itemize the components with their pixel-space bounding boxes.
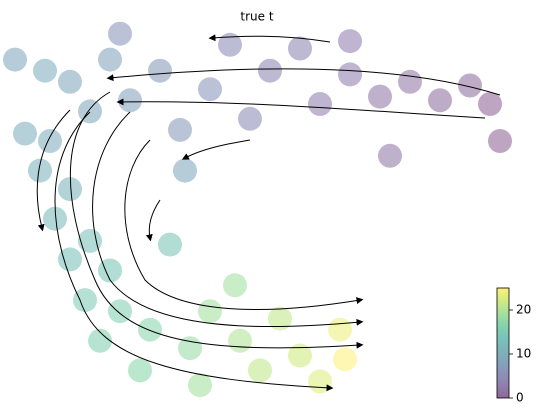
point [38, 129, 62, 153]
point [338, 62, 362, 87]
point [3, 47, 27, 72]
point [28, 158, 52, 183]
chart-title: true t [240, 10, 273, 24]
point [248, 358, 272, 383]
colorbar-tick-label: 20 [516, 303, 531, 317]
point [138, 317, 162, 342]
colorbar-tick-label: 10 [516, 347, 531, 361]
point [258, 58, 282, 83]
point [58, 247, 82, 272]
point [33, 58, 57, 83]
point [238, 106, 262, 131]
point [148, 58, 172, 83]
point [108, 21, 132, 46]
point [128, 358, 152, 383]
colorbar [496, 287, 510, 399]
point [98, 258, 122, 283]
point [78, 99, 102, 124]
point [198, 77, 222, 102]
point [173, 158, 197, 183]
point [198, 299, 222, 324]
point [478, 92, 502, 116]
point [98, 47, 122, 72]
point [328, 317, 352, 342]
point [88, 328, 112, 353]
point [368, 84, 392, 109]
colorbar-tick-label: 0 [516, 391, 524, 405]
point [58, 69, 82, 94]
point [338, 29, 362, 54]
point [288, 343, 312, 368]
point [158, 232, 182, 257]
streamlines [36, 34, 501, 392]
point [73, 288, 97, 313]
point [488, 129, 512, 153]
points [3, 21, 512, 398]
point [223, 273, 247, 298]
point [13, 121, 37, 146]
point [398, 69, 422, 94]
point [288, 36, 312, 61]
point [308, 369, 332, 394]
point [218, 32, 242, 57]
point [228, 328, 252, 353]
point [78, 228, 102, 253]
point [268, 306, 292, 331]
point [308, 92, 332, 116]
point [188, 373, 212, 398]
point [333, 347, 357, 372]
point [43, 206, 67, 231]
point [378, 143, 402, 168]
point [118, 88, 142, 113]
point [108, 299, 132, 324]
point [428, 88, 452, 113]
point [168, 117, 192, 142]
point [58, 177, 82, 202]
point [458, 73, 482, 98]
